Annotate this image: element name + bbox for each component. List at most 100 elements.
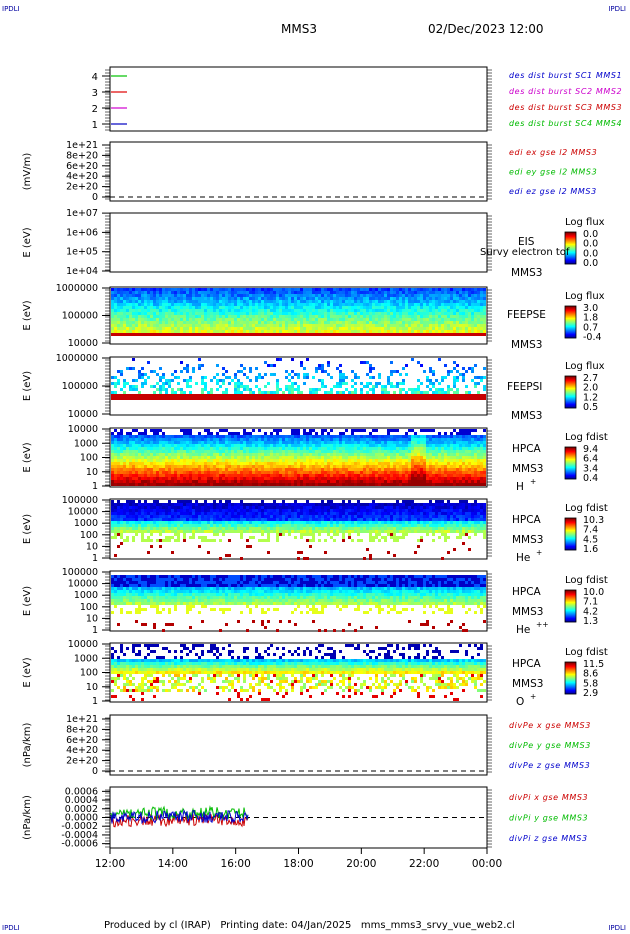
colorbar-tick-label: 0.0 [583,229,598,240]
colorbar-cell [565,477,576,479]
x-tick-label: 16:00 [221,858,251,870]
colorbar-frame [564,446,577,480]
colorbar-cell [565,673,576,675]
colorbar-cell [565,255,576,257]
y-tick-label: 10 [86,613,98,624]
colorbar-cell [565,313,576,315]
colorbar-tick-label: 4.5 [583,534,598,545]
legend-entry: divPe y gse MMS3 [509,741,591,750]
colorbar-cell [565,607,576,609]
colorbar-cell [565,451,576,453]
y-axis-label: E (eV) [22,514,33,544]
colorbar-cell [565,322,576,324]
colorbar-cell [565,546,576,548]
y-tick-label: 10 [86,467,98,478]
colorbar-cell [565,539,576,541]
colorbar-cell [565,683,576,685]
y-tick-label: 1 [92,696,98,707]
y-tick-label: -0.0002 [61,821,98,832]
y-axis-label: E (eV) [22,657,33,687]
species-charge-label: ++ [536,620,549,629]
y-tick-label: 4e+20 [66,745,98,756]
colorbar-cell [565,665,576,667]
colorbar-cell [565,238,576,240]
spacecraft-label: MMS3 [511,267,542,279]
y-tick-label: 1000 [74,518,98,529]
colorbar-cell [565,602,576,604]
colorbar-cell [565,330,576,332]
y-tick-label: 100 [80,453,98,464]
colorbar-cell [565,521,576,523]
legend-entry: divPi z gse MMS3 [509,834,588,843]
colorbar-cell [565,612,576,614]
colorbar-cell [565,402,576,404]
colorbar-cell [565,250,576,252]
colorbar-cell [565,666,576,668]
colorbar-cell [565,609,576,611]
colorbar-cell [565,686,576,688]
y-tick-label: 100000 [62,311,98,322]
legend-entry: divPe z gse MMS3 [509,761,590,770]
colorbar-cell [565,475,576,477]
colorbar-cell [565,601,576,603]
colorbar-cell [565,689,576,691]
colorbar-cell [565,526,576,528]
colorbar-tick-label: 1.6 [583,544,598,555]
colorbar-cell [565,529,576,531]
y-tick-label: 0.0000 [65,813,98,824]
colorbar-cell [565,392,576,394]
plot-title: MMS3 [281,22,317,36]
colorbar-cell [565,331,576,333]
colorbar-cell [565,522,576,524]
colorbar-tick-label: 2.0 [583,383,598,394]
colorbar-cell [565,616,576,618]
colorbar-cell [565,233,576,235]
colorbar-cell [565,383,576,385]
colorbar-cell [565,604,576,606]
colorbar-cell [565,308,576,310]
y-tick-label: 1e+07 [66,208,98,219]
colorbar-cell [565,465,576,467]
y-tick-label: 4 [92,72,98,83]
colorbar-cell [565,476,576,478]
colorbar-cell [565,310,576,312]
legend-entry: divPi x gse MMS3 [509,793,588,802]
colorbar-cell [565,319,576,321]
colorbar-cell [565,336,576,338]
y-tick-label: -0.0004 [61,830,98,841]
y-tick-label: 1000000 [56,283,98,294]
colorbar-cell [565,534,576,536]
colorbar-tick-label: 5.8 [583,678,598,689]
y-tick-label: 0.0002 [65,804,98,815]
colorbar-cell [565,406,576,408]
colorbar-cell [565,527,576,529]
colorbar-cell [565,259,576,261]
colorbar-cell [565,540,576,542]
y-axis-label-group: E (eV) [22,586,33,616]
colorbar-cell [565,454,576,456]
colorbar-tick-label: 10.0 [583,587,604,598]
colorbar-cell [565,662,576,664]
colorbar-cell [565,547,576,549]
colorbar-cell [565,389,576,391]
colorbar-cell [565,467,576,469]
colorbar-cell [565,247,576,249]
colorbar-cell [565,240,576,242]
y-tick-label: 10000 [68,507,98,518]
colorbar-cell [565,619,576,621]
colorbar-cell [565,258,576,260]
colorbar-cell [565,318,576,320]
y-axis-label: (nPa/km) [22,723,33,768]
y-tick-label: 1000 [74,438,98,449]
colorbar-tick-label: 2.9 [583,688,598,699]
y-tick-label: 4e+20 [66,171,98,182]
colorbar-cell [565,256,576,258]
legend-entry: edi ey gse l2 MMS3 [509,168,597,177]
y-axis-label-group: E (eV) [22,442,33,472]
y-axis-label-group: E (eV) [22,300,33,330]
colorbar-cell [565,469,576,471]
colorbar-cell [565,670,576,672]
header-corner-left: IPDLI [2,5,20,13]
y-tick-label: 2e+20 [66,756,98,767]
y-tick-label: 2 [92,104,98,115]
